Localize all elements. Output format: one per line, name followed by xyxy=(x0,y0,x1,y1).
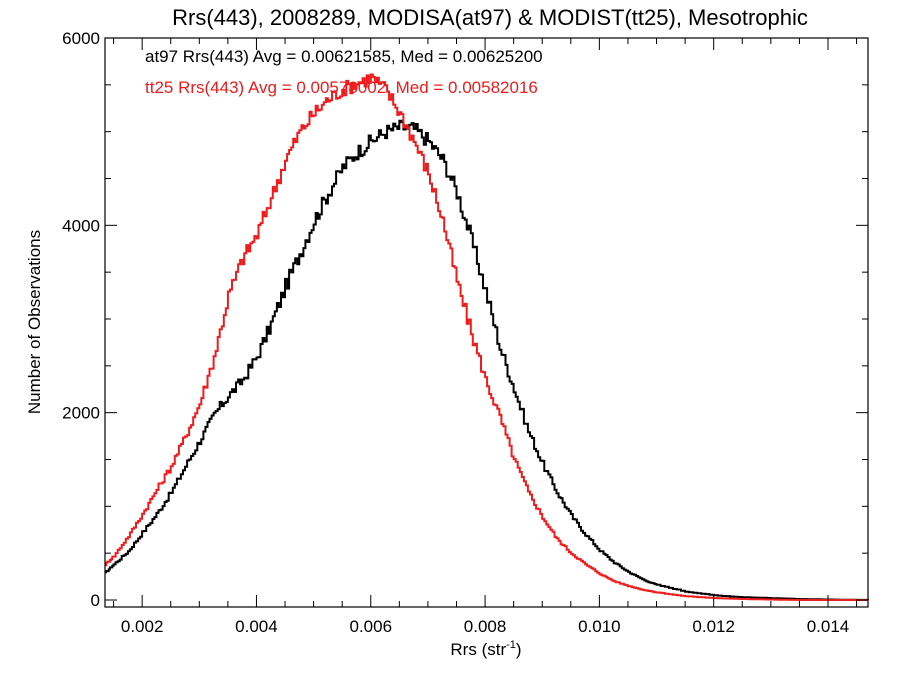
x-axis-label-close: ) xyxy=(516,640,522,659)
x-tick-label: 0.012 xyxy=(692,617,735,636)
y-tick-label: 0 xyxy=(91,591,100,610)
y-tick-label: 2000 xyxy=(62,404,100,423)
legend-entry-at97: at97 Rrs(443) Avg = 0.00621585, Med = 0.… xyxy=(145,47,543,66)
x-tick-label: 0.004 xyxy=(235,617,278,636)
x-tick-label: 0.014 xyxy=(807,617,850,636)
legend-entry-tt25: tt25 Rrs(443) Avg = 0.00578002, Med = 0.… xyxy=(145,78,538,97)
histogram-series-at97 xyxy=(105,119,869,601)
y-axis-label: Number of Observations xyxy=(25,230,44,414)
y-tick-label: 6000 xyxy=(62,29,100,48)
histogram-series-tt25 xyxy=(105,73,868,601)
x-tick-label: 0.006 xyxy=(349,617,392,636)
plot-frame xyxy=(104,37,869,608)
tick-layer: 0.002 0.004 0.006 0.008 0.010 0.012 0.014 0 2000… xyxy=(62,29,868,636)
x-axis-label-superscript: -1 xyxy=(506,639,516,651)
x-tick-label: 0.008 xyxy=(464,617,507,636)
series-layer xyxy=(105,73,869,601)
x-axis-label: Rrs (str-1) xyxy=(450,639,521,659)
x-axis-label-main: Rrs (str xyxy=(450,640,506,659)
x-tick-label: 0.002 xyxy=(121,617,164,636)
y-tick-label: 4000 xyxy=(62,216,100,235)
chart-title: Rrs(443), 2008289, MODISA(at97) & MODIST… xyxy=(172,5,808,30)
x-tick-label: 0.010 xyxy=(578,617,621,636)
